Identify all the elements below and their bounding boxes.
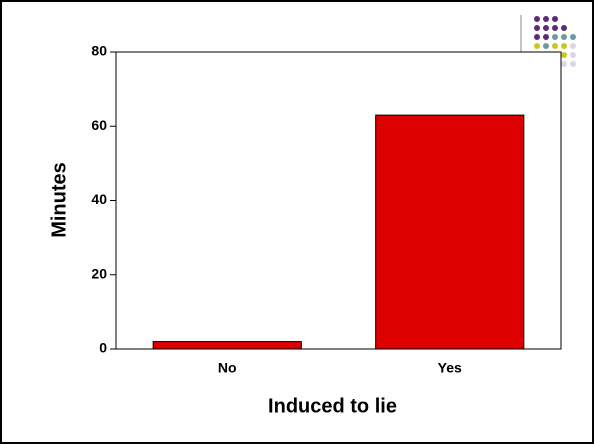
y-axis-title: Minutes	[48, 162, 70, 238]
x-tick-label: No	[218, 360, 237, 376]
y-tick-label: 0	[99, 340, 107, 356]
x-axis-title: Induced to lie	[268, 395, 397, 417]
y-tick-label: 20	[91, 265, 107, 281]
y-tick-label: 40	[91, 191, 107, 207]
x-tick-label: Yes	[438, 360, 462, 376]
bar	[152, 341, 302, 350]
y-tick-label: 60	[91, 117, 107, 133]
bar	[375, 114, 525, 350]
y-tick-label: 80	[91, 43, 107, 59]
